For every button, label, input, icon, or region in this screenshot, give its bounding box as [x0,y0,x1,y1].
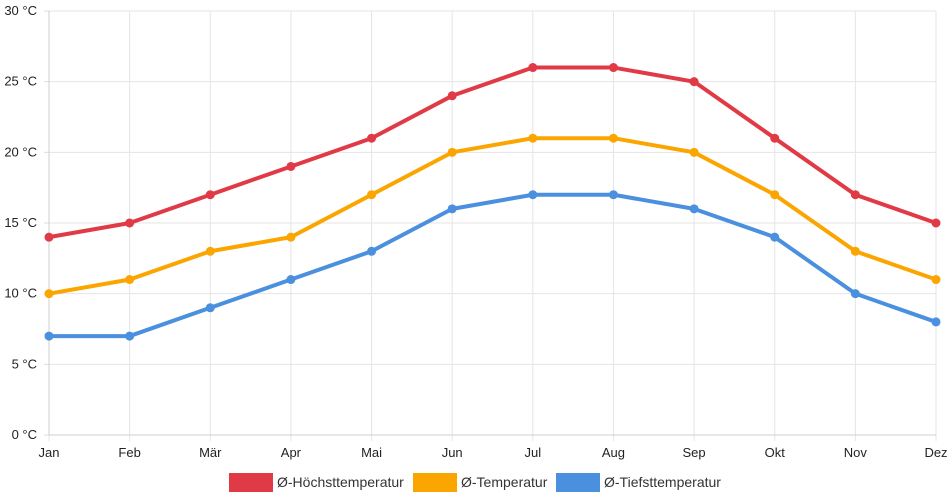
data-point[interactable] [205,190,215,200]
x-tick-label: Dez [924,445,947,460]
legend-label: Ø-Temperatur [461,474,548,490]
data-point[interactable] [447,91,457,101]
data-point[interactable] [125,218,135,228]
data-point[interactable] [850,246,860,256]
data-point[interactable] [850,190,860,200]
legend-item[interactable]: Ø-Höchsttemperatur [229,473,404,492]
data-point[interactable] [689,204,699,214]
x-tick-label: Mai [361,445,382,460]
data-point[interactable] [205,303,215,313]
y-axis: 0 °C 5 °C 10 °C 15 °C 20 °C 25 °C 30 °C [4,3,50,442]
data-point[interactable] [770,133,780,143]
y-tick-label: 10 °C [4,286,37,301]
data-point[interactable] [447,147,457,157]
x-tick-label: Aug [602,445,625,460]
data-point[interactable] [367,133,377,143]
data-point[interactable] [367,246,377,256]
x-tick-label: Jul [525,445,542,460]
data-point[interactable] [528,190,538,200]
y-tick-label: 30 °C [4,3,37,18]
y-tick-label: 0 °C [12,427,37,442]
data-point[interactable] [528,63,538,73]
data-point[interactable] [608,133,618,143]
series-3 [44,190,941,341]
y-tick-label: 5 °C [12,356,37,371]
series-line [47,65,938,240]
series-line [47,136,938,296]
legend-label: Ø-Tiefsttemperatur [604,474,721,490]
x-tick-label: Apr [281,445,302,460]
chart-grid [48,10,937,441]
y-tick-label: 20 °C [4,144,37,159]
x-tick-label: Sep [683,445,706,460]
series-2 [44,133,941,299]
data-point[interactable] [44,289,54,299]
legend-label: Ø-Höchsttemperatur [277,474,404,490]
data-point[interactable] [528,133,538,143]
y-tick-label: 15 °C [4,215,37,230]
legend-swatch [413,473,457,492]
data-point[interactable] [770,190,780,200]
data-point[interactable] [367,190,377,200]
legend-item[interactable]: Ø-Tiefsttemperatur [556,473,721,492]
data-point[interactable] [608,63,618,73]
data-point[interactable] [689,147,699,157]
x-tick-label: Feb [118,445,140,460]
data-point[interactable] [44,331,54,341]
data-point[interactable] [850,289,860,299]
x-tick-label: Okt [765,445,786,460]
legend-swatch [556,473,600,492]
legend-swatch [229,473,273,492]
y-tick-label: 25 °C [4,74,37,89]
data-point[interactable] [286,232,296,242]
data-point[interactable] [125,331,135,341]
data-point[interactable] [689,77,699,87]
data-point[interactable] [770,232,780,242]
data-point[interactable] [931,317,941,327]
x-tick-label: Mär [199,445,222,460]
data-point[interactable] [931,218,941,228]
data-point[interactable] [447,204,457,214]
x-axis: Jan Feb Mär Apr Mai Jun Jul Aug Sep Okt Nov Dez [39,434,948,460]
data-point[interactable] [286,161,296,171]
x-tick-label: Jan [39,445,60,460]
data-point[interactable] [608,190,618,200]
series-1 [44,63,941,242]
series-layer [44,63,941,341]
legend: Ø-Höchsttemperatur Ø-Temperatur Ø-Tiefstte… [229,473,721,492]
data-point[interactable] [286,275,296,285]
series-line [47,192,938,339]
legend-item[interactable]: Ø-Temperatur [413,473,548,492]
x-tick-label: Jun [442,445,463,460]
x-tick-label: Nov [844,445,868,460]
data-point[interactable] [44,232,54,242]
data-point[interactable] [125,275,135,285]
data-point[interactable] [205,246,215,256]
data-point[interactable] [931,275,941,285]
